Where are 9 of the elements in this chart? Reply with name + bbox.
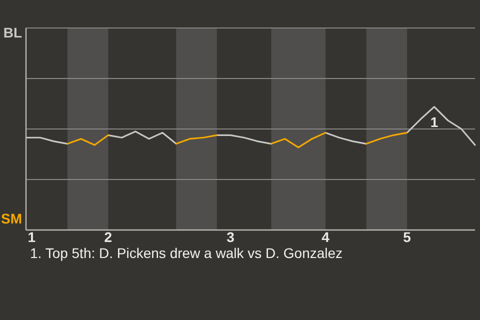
- x-tick-label: 1: [28, 229, 36, 245]
- text: BL: [3, 24, 22, 41]
- x-tick-label: 4: [322, 229, 330, 245]
- x-tick-label: 2: [104, 229, 112, 245]
- text: 1. Top 5th: D. Pickens drew a walk vs D. Gonzalez: [30, 245, 343, 261]
- x-tick-label: 3: [226, 229, 235, 245]
- x-tick-label: 5: [403, 229, 412, 245]
- text: SM: [1, 210, 22, 227]
- annotation: 1: [430, 114, 438, 130]
